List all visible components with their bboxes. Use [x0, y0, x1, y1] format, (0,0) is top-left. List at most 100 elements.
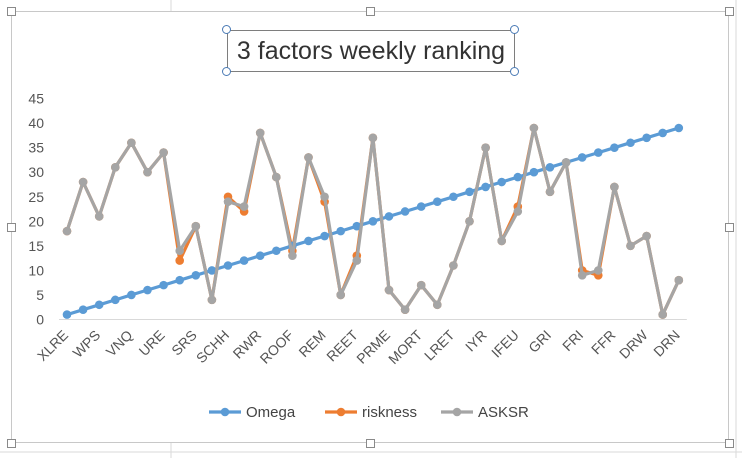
x-tick-label: FFR: [588, 327, 619, 358]
data-point-omega: [416, 202, 426, 211]
data-point-asksr: [433, 300, 442, 310]
data-point-asksr: [288, 251, 297, 260]
data-point-omega: [497, 177, 507, 187]
data-point-omega: [207, 266, 217, 275]
chart-area[interactable]: [11, 11, 729, 443]
y-tick-label: 40: [28, 115, 44, 131]
data-point-asksr: [626, 241, 635, 251]
resize-handle-top[interactable]: [366, 7, 375, 16]
resize-handle-top-left[interactable]: [7, 7, 16, 16]
data-point-asksr: [465, 217, 474, 226]
data-point-riskness: [175, 256, 184, 265]
data-point-asksr: [642, 231, 651, 241]
data-point-asksr: [111, 162, 120, 172]
data-point-omega: [384, 212, 394, 221]
data-point-asksr: [78, 177, 88, 187]
title-handle-bottom-right[interactable]: [510, 67, 519, 76]
legend-label-asksr: ASKSR: [478, 404, 529, 421]
data-point-omega: [94, 300, 104, 310]
data-point-omega: [352, 221, 362, 231]
title-handle-top-right[interactable]: [510, 25, 519, 34]
x-tick-label: XLRE: [34, 327, 71, 364]
x-tick-label: FRI: [559, 327, 586, 354]
data-point-asksr: [610, 182, 619, 192]
x-tick-label: URE: [136, 327, 168, 359]
data-point-asksr: [545, 187, 555, 197]
data-point-asksr: [207, 295, 217, 305]
data-point-asksr: [336, 290, 346, 300]
data-point-omega: [175, 275, 184, 285]
x-tick-label: GRI: [525, 327, 554, 356]
data-point-asksr: [272, 172, 281, 182]
title-handle-top-left[interactable]: [222, 25, 231, 34]
x-tick-label: LRET: [421, 326, 458, 363]
data-point-omega: [433, 197, 442, 206]
x-tick-label: DRW: [616, 326, 651, 361]
data-point-omega: [545, 162, 555, 172]
x-tick-label: IYR: [462, 327, 490, 355]
data-point-omega: [610, 143, 619, 152]
y-tick-label: 10: [28, 262, 44, 278]
data-point-omega: [223, 261, 233, 270]
data-point-omega: [465, 187, 474, 197]
data-point-omega: [239, 256, 249, 265]
data-point-omega: [449, 192, 458, 202]
resize-handle-right[interactable]: [725, 223, 734, 232]
data-point-omega: [255, 251, 265, 260]
data-point-asksr: [513, 207, 523, 216]
data-point-asksr: [368, 133, 378, 143]
data-point-omega: [336, 226, 346, 236]
data-point-omega: [191, 271, 201, 280]
y-tick-label: 0: [36, 312, 44, 328]
data-point-asksr: [127, 138, 136, 148]
resize-handle-left[interactable]: [7, 223, 16, 232]
data-point-asksr: [62, 226, 72, 236]
legend-label-riskness: riskness: [362, 404, 417, 421]
y-tick-label: 20: [28, 213, 44, 229]
y-tick-label: 5: [36, 287, 44, 303]
data-point-omega: [642, 133, 651, 143]
x-tick-label: IFEU: [488, 327, 522, 361]
data-point-asksr: [384, 285, 394, 295]
resize-handle-bottom-left[interactable]: [7, 439, 16, 448]
y-tick-label: 45: [28, 91, 44, 107]
legend-label-omega: Omega: [246, 404, 296, 421]
data-point-omega: [626, 138, 635, 148]
data-point-asksr: [497, 236, 507, 246]
chart-title[interactable]: 3 factors weekly ranking: [227, 30, 515, 72]
data-point-omega: [143, 285, 152, 295]
data-point-omega: [658, 128, 667, 138]
data-point-omega: [304, 236, 313, 246]
data-point-omega: [529, 167, 539, 177]
data-point-omega: [674, 123, 684, 133]
data-point-asksr: [304, 153, 313, 162]
data-point-asksr: [352, 256, 362, 265]
data-point-omega: [368, 217, 378, 226]
data-point-asksr: [255, 128, 265, 138]
resize-handle-top-right[interactable]: [725, 7, 734, 16]
x-tick-label: WPS: [69, 327, 103, 361]
data-point-omega: [400, 207, 410, 216]
data-point-asksr: [416, 280, 426, 290]
x-tick-label: ROOF: [257, 327, 297, 367]
data-point-asksr: [577, 271, 587, 280]
data-point-omega: [594, 148, 603, 157]
y-tick-label: 30: [28, 164, 44, 180]
y-tick-label: 35: [28, 140, 44, 156]
x-tick-label: DRN: [650, 327, 683, 360]
resize-handle-bottom[interactable]: [366, 439, 375, 448]
x-tick-label: REM: [295, 327, 328, 360]
data-point-asksr: [658, 310, 667, 319]
data-point-asksr: [94, 212, 104, 221]
data-point-asksr: [175, 246, 184, 256]
data-point-omega: [78, 305, 88, 314]
data-point-omega: [272, 246, 281, 256]
title-handle-bottom-left[interactable]: [222, 67, 231, 76]
data-point-omega: [62, 310, 72, 319]
legend-marker-asksr: [452, 407, 462, 417]
data-point-omega: [513, 172, 523, 182]
x-tick-label: SCHH: [193, 327, 232, 366]
resize-handle-bottom-right[interactable]: [725, 439, 734, 448]
data-point-asksr: [400, 305, 410, 314]
